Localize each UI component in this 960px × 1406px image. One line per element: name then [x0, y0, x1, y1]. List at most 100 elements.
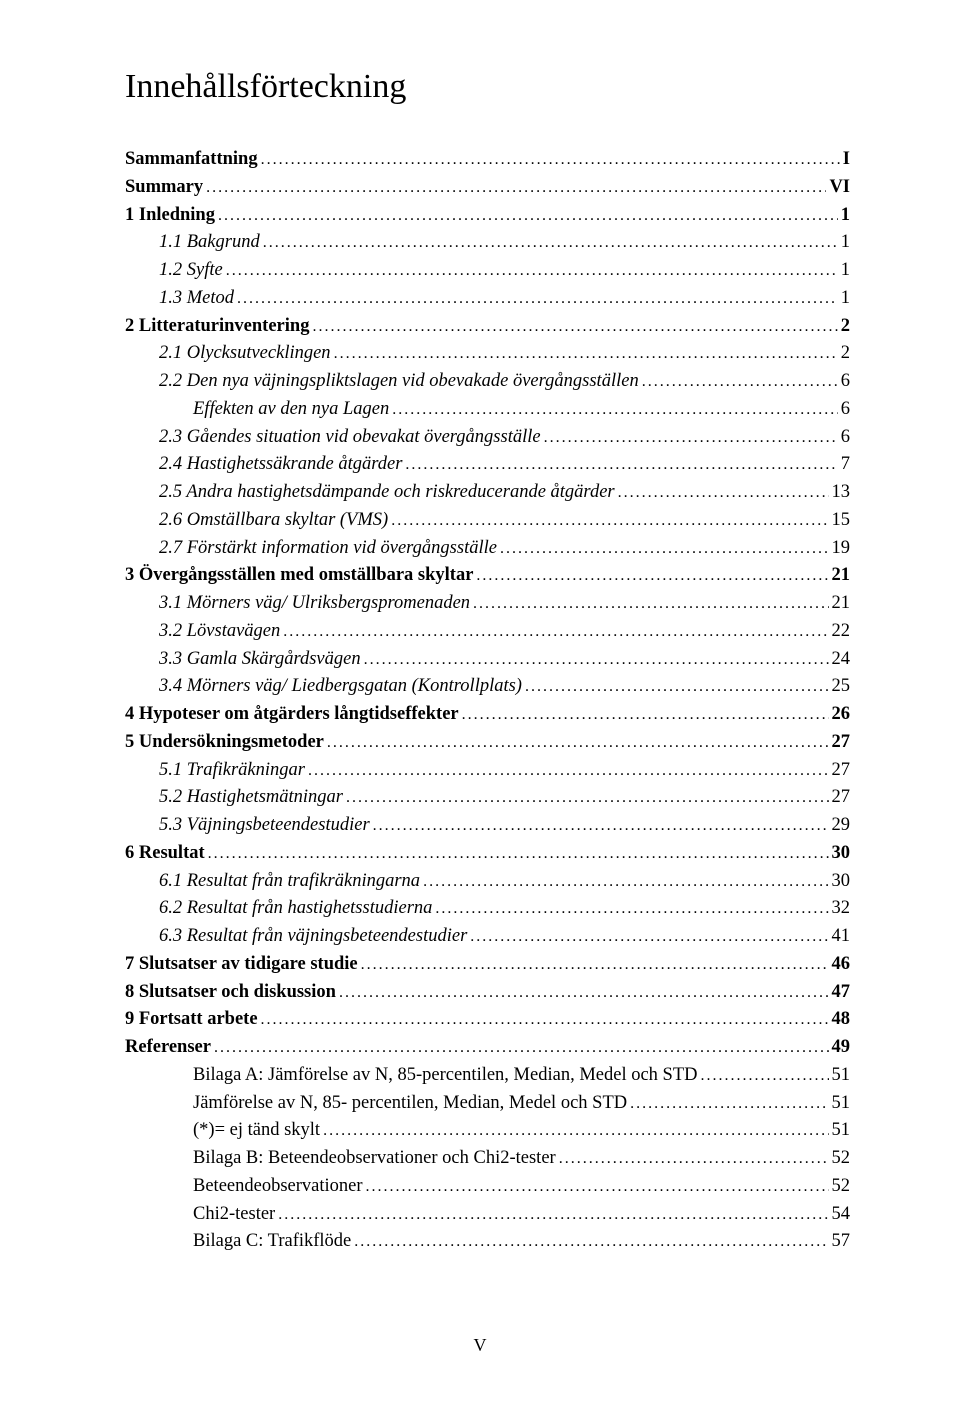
toc-leader-dots [642, 370, 838, 394]
toc-leader-dots [405, 453, 837, 477]
toc-leader-dots [500, 537, 829, 561]
toc-entry-page: 1 [841, 285, 850, 313]
toc-leader-dots [308, 759, 829, 783]
toc-leader-dots [218, 204, 838, 228]
toc-entry-label: 3.3 Gamla Skärgårdsvägen [159, 646, 361, 674]
toc-entry-label: 2.4 Hastighetssäkrande åtgärder [159, 451, 402, 479]
toc-leader-dots [373, 814, 829, 838]
toc-leader-dots [206, 176, 826, 200]
toc-entry-label: 1.1 Bakgrund [159, 229, 260, 257]
toc-entry-page: 51 [832, 1062, 851, 1090]
toc-entry-label: 1.2 Syfte [159, 257, 223, 285]
toc-entry: 6 Resultat30 [125, 840, 850, 868]
toc-entry-label: 7 Slutsatser av tidigare studie [125, 951, 358, 979]
toc-entry-label: 2 Litteraturinventering [125, 313, 309, 341]
toc-entry-label: 6.1 Resultat från trafikräkningarna [159, 868, 420, 896]
toc-entry: Bilaga B: Beteendeobservationer och Chi2… [125, 1145, 850, 1173]
toc-entry: 2.6 Omställbara skyltar (VMS)15 [125, 507, 850, 535]
toc-entry: 6.1 Resultat från trafikräkningarna30 [125, 868, 850, 896]
toc-leader-dots [701, 1064, 829, 1088]
toc-entry-label: 2.1 Olycksutvecklingen [159, 340, 331, 368]
toc-entry-page: 29 [832, 812, 851, 840]
toc-entry: 7 Slutsatser av tidigare studie46 [125, 951, 850, 979]
toc-leader-dots [392, 398, 838, 422]
toc-entry: 2.2 Den nya väjningspliktslagen vid obev… [125, 368, 850, 396]
toc-entry-label: (*)= ej tänd skylt [193, 1117, 320, 1145]
toc-entry-page: 41 [832, 923, 851, 951]
toc-entry: 8 Slutsatser och diskussion47 [125, 979, 850, 1007]
toc-entry: SammanfattningI [125, 146, 850, 174]
toc-entry-page: 51 [832, 1090, 851, 1118]
toc-entry-page: 57 [832, 1228, 851, 1256]
toc-leader-dots [354, 1230, 828, 1254]
toc-entry: 3 Övergångsställen med omställbara skylt… [125, 562, 850, 590]
toc-entry: 9 Fortsatt arbete48 [125, 1006, 850, 1034]
toc-entry-page: 21 [832, 562, 851, 590]
toc-leader-dots [525, 675, 829, 699]
toc-entry: 2 Litteraturinventering2 [125, 313, 850, 341]
toc-leader-dots [618, 481, 829, 505]
toc-entry-label: 6 Resultat [125, 840, 205, 868]
toc-leader-dots [544, 426, 838, 450]
toc-entry-label: 5.3 Väjningsbeteendestudier [159, 812, 370, 840]
toc-entry-label: Bilaga A: Jämförelse av N, 85-percentile… [193, 1062, 698, 1090]
toc-entry-label: 9 Fortsatt arbete [125, 1006, 258, 1034]
toc-leader-dots [334, 342, 838, 366]
toc-entry-page: 6 [841, 396, 850, 424]
toc-entry-label: Summary [125, 174, 203, 202]
toc-entry-page: 1 [841, 257, 850, 285]
toc-leader-dots [312, 315, 837, 339]
toc-entry: 2.7 Förstärkt information vid övergångss… [125, 535, 850, 563]
toc-leader-dots [261, 148, 840, 172]
toc-leader-dots [283, 620, 828, 644]
toc-entry-label: 3 Övergångsställen med omställbara skylt… [125, 562, 473, 590]
toc-leader-dots [261, 1008, 829, 1032]
toc-leader-dots [323, 1119, 828, 1143]
toc-entry: 1.3 Metod1 [125, 285, 850, 313]
toc-entry-label: 2.5 Andra hastighetsdämpande och riskred… [159, 479, 615, 507]
toc-leader-dots [226, 259, 838, 283]
toc-entry-page: 15 [832, 507, 851, 535]
toc-leader-dots [476, 564, 828, 588]
toc-entry: Bilaga C: Trafikflöde 57 [125, 1228, 850, 1256]
toc-entry-label: 3.2 Lövstavägen [159, 618, 280, 646]
toc-leader-dots [473, 592, 828, 616]
toc-entry-label: 2.2 Den nya väjningspliktslagen vid obev… [159, 368, 639, 396]
document-page: Innehållsförteckning SammanfattningISumm… [0, 0, 960, 1406]
toc-entry-label: 5 Undersökningsmetoder [125, 729, 324, 757]
toc-leader-dots [237, 287, 838, 311]
toc-entry-label: Bilaga C: Trafikflöde [193, 1228, 351, 1256]
toc-entry-page: 47 [832, 979, 851, 1007]
toc-entry-page: 22 [832, 618, 851, 646]
toc-entry-label: Jämförelse av N, 85- percentilen, Median… [193, 1090, 627, 1118]
toc-entry-page: 51 [832, 1117, 851, 1145]
toc-entry: Summary VI [125, 174, 850, 202]
toc-leader-dots [214, 1036, 829, 1060]
toc-entry-label: Effekten av den nya Lagen [193, 396, 389, 424]
toc-leader-dots [327, 731, 829, 755]
toc-entry-page: 32 [832, 895, 851, 923]
toc-entry-label: 6.3 Resultat från väjningsbeteendestudie… [159, 923, 467, 951]
toc-leader-dots [364, 648, 829, 672]
toc-entry: Effekten av den nya Lagen 6 [125, 396, 850, 424]
toc-leader-dots [361, 953, 829, 977]
toc-entry: 5.2 Hastighetsmätningar27 [125, 784, 850, 812]
toc-entry: 6.2 Resultat från hastighetsstudierna 32 [125, 895, 850, 923]
toc-entry: 1 Inledning1 [125, 202, 850, 230]
toc-title: Innehållsförteckning [125, 68, 850, 106]
toc-entry-page: 49 [832, 1034, 851, 1062]
toc-entry-page: VI [829, 174, 850, 202]
toc-entry-label: 6.2 Resultat från hastighetsstudierna [159, 895, 432, 923]
toc-entry-page: 1 [841, 229, 850, 257]
toc-entry-label: 3.1 Mörners väg/ Ulriksbergspromenaden [159, 590, 470, 618]
toc-entry: Beteendeobservationer52 [125, 1173, 850, 1201]
toc-entry: Bilaga A: Jämförelse av N, 85-percentile… [125, 1062, 850, 1090]
toc-entry-page: 25 [832, 673, 851, 701]
toc-entry-page: 7 [841, 451, 850, 479]
toc-entry: 3.1 Mörners väg/ Ulriksbergspromenaden21 [125, 590, 850, 618]
toc-entry: Jämförelse av N, 85- percentilen, Median… [125, 1090, 850, 1118]
toc-leader-dots [435, 897, 828, 921]
toc-entry: 2.1 Olycksutvecklingen2 [125, 340, 850, 368]
toc-leader-dots [263, 231, 838, 255]
toc-leader-dots [559, 1147, 829, 1171]
